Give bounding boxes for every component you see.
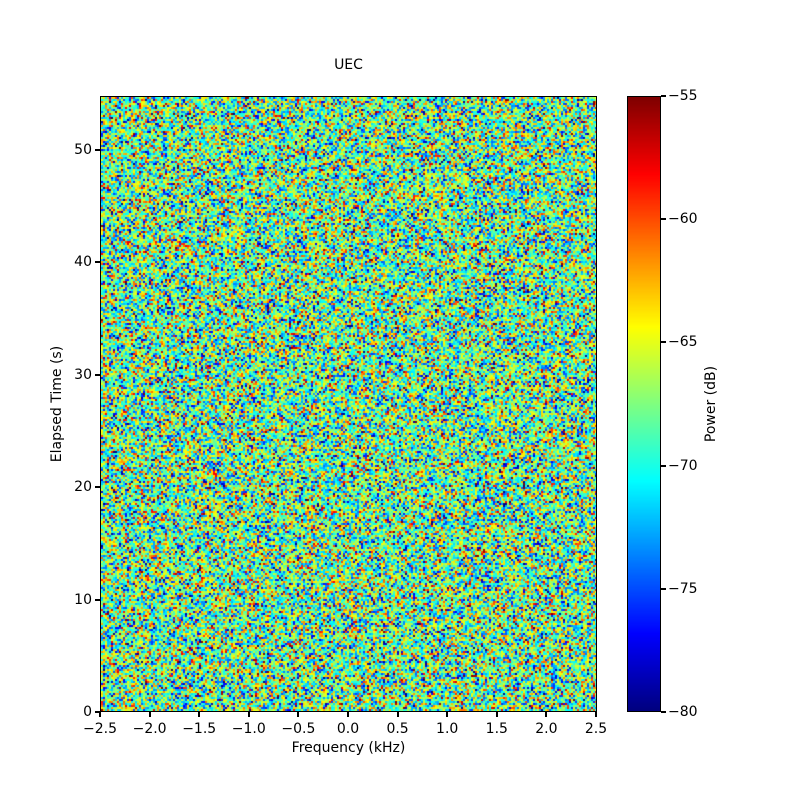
y-tick-label: 0 — [83, 704, 92, 720]
x-tick-label: 0.0 — [336, 721, 360, 737]
y-tick-label: 10 — [74, 591, 92, 608]
y-tick-mark — [95, 373, 100, 376]
colorbar-tick-mark — [661, 711, 666, 713]
x-tick-mark — [446, 712, 449, 717]
y-tick-mark — [95, 261, 100, 264]
y-tick-label: 40 — [74, 254, 92, 271]
x-tick-label: 1.0 — [436, 721, 459, 737]
spectrogram-heatmap — [101, 97, 596, 711]
colorbar-tick-label: −75 — [668, 580, 698, 597]
chart-title: UEC — [334, 57, 363, 74]
y-tick-label: 30 — [74, 366, 92, 383]
colorbar-tick-label: −60 — [668, 211, 698, 228]
y-tick-mark — [95, 711, 100, 713]
x-tick-label: −1.5 — [182, 721, 217, 737]
y-tick-mark — [95, 486, 100, 489]
x-tick-mark — [297, 712, 300, 717]
heatmap-plot-area — [100, 96, 597, 712]
colorbar-tick-mark — [661, 587, 666, 590]
x-tick-mark — [148, 712, 151, 717]
x-tick-label: 1.5 — [485, 721, 508, 737]
colorbar-tick-mark — [661, 218, 666, 221]
x-tick-label: 0.5 — [386, 721, 409, 737]
y-tick-label: 20 — [74, 479, 92, 496]
colorbar-tick-label: −70 — [668, 457, 698, 474]
x-tick-mark — [495, 712, 498, 717]
x-tick-mark — [595, 712, 597, 717]
colorbar-tick-mark — [661, 341, 666, 344]
x-tick-label: 2.0 — [535, 721, 558, 737]
y-tick-mark — [95, 148, 100, 151]
x-tick-mark — [247, 712, 250, 717]
colorbar-gradient — [628, 97, 660, 711]
x-tick-mark — [545, 712, 548, 717]
x-tick-label: −2.0 — [132, 721, 167, 737]
y-axis-label: Elapsed Time (s) — [49, 345, 65, 463]
colorbar-tick-label: −80 — [668, 704, 698, 720]
x-axis-label: Frequency (kHz) — [291, 740, 406, 756]
colorbar-tick-mark — [661, 95, 666, 97]
x-tick-mark — [396, 712, 399, 717]
x-tick-label: −2.5 — [83, 721, 117, 737]
x-tick-label: −0.5 — [281, 721, 316, 737]
colorbar-tick-label: −55 — [668, 88, 698, 104]
x-tick-mark — [198, 712, 201, 717]
x-tick-mark — [99, 712, 101, 717]
x-tick-mark — [347, 712, 349, 717]
x-tick-label: 2.5 — [584, 721, 608, 737]
colorbar-tick-mark — [661, 464, 666, 467]
colorbar-label: Power (dB) — [703, 365, 719, 443]
x-tick-label: −1.0 — [231, 721, 266, 737]
y-tick-label: 50 — [74, 141, 92, 158]
y-tick-mark — [95, 598, 100, 601]
colorbar — [627, 96, 661, 712]
colorbar-tick-label: −65 — [668, 334, 698, 351]
